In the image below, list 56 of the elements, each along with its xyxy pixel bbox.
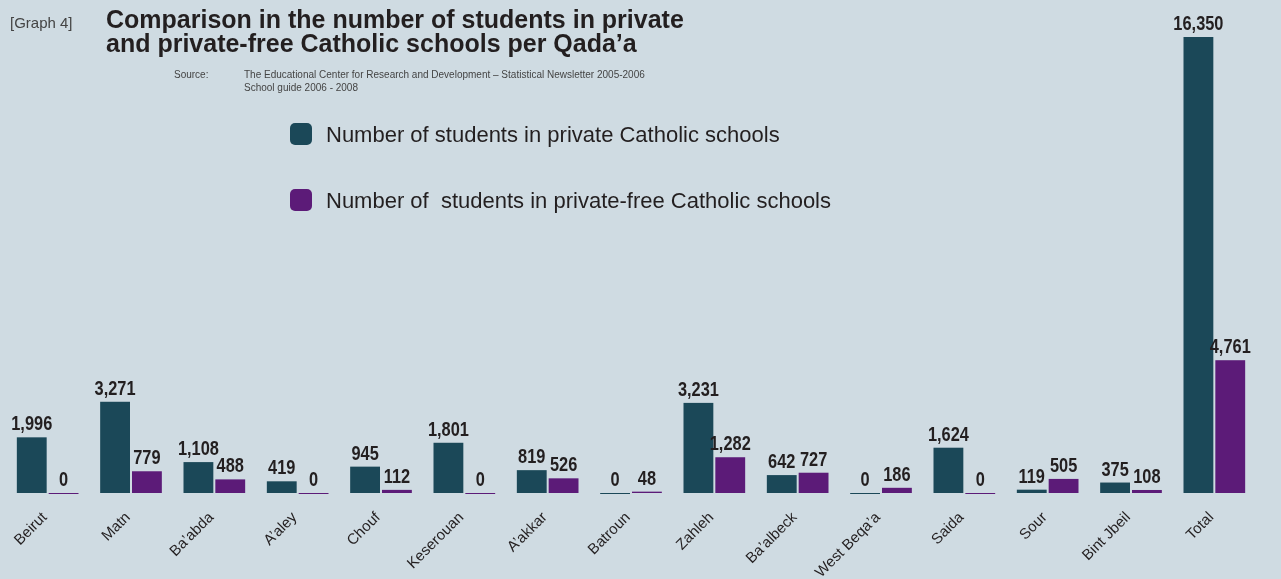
data-label: 727	[799, 446, 828, 471]
bar	[1048, 478, 1079, 493]
bar	[1016, 489, 1047, 493]
data-label: 375	[1101, 456, 1129, 480]
data-label: 3,271	[94, 375, 136, 400]
chart-title: Comparison in the number of students in private and private-free Catholic schools per Qada’a	[106, 5, 684, 57]
data-label: 488	[216, 453, 244, 477]
data-label: 779	[133, 445, 161, 469]
bar	[1100, 482, 1130, 493]
data-label: 1,108	[177, 436, 219, 460]
data-label: 945	[351, 440, 379, 465]
bar	[798, 472, 829, 493]
data-label: 505	[1049, 452, 1078, 477]
bar	[1215, 360, 1246, 493]
data-label: 48	[637, 465, 657, 490]
data-label: 0	[309, 467, 319, 491]
data-label: 108	[1133, 464, 1161, 488]
data-label: 3,231	[677, 376, 719, 401]
text: [Graph 4]	[10, 14, 73, 31]
bar	[266, 481, 297, 493]
bar	[1132, 489, 1162, 493]
bar	[16, 437, 47, 493]
bar	[132, 471, 162, 493]
bar	[350, 466, 380, 493]
data-label: 0	[475, 467, 485, 491]
bar	[433, 442, 464, 493]
data-label: 1,801	[427, 416, 469, 441]
data-label: 819	[518, 444, 546, 468]
data-label: 526	[549, 452, 578, 476]
bar	[933, 447, 964, 493]
legend-label: Number of students in private-free Catholic schools	[326, 188, 832, 213]
bar	[882, 487, 912, 493]
annotation: School guide 2006 - 2008	[244, 82, 359, 93]
data-label: 642	[768, 449, 796, 473]
bar	[548, 478, 579, 493]
bar	[215, 479, 246, 493]
bar	[715, 457, 746, 493]
annotation: The Educational Center for Research and Development – Statistical Newsletter 2005-2006	[244, 69, 646, 80]
data-label: 0	[610, 467, 620, 491]
data-label: 119	[1018, 463, 1045, 488]
data-label: 186	[883, 461, 911, 486]
data-label: 16,350	[1173, 11, 1224, 35]
bar	[516, 470, 547, 493]
legend-label: Number of students in private Catholic schools	[326, 122, 780, 147]
data-label: 1,996	[11, 411, 53, 435]
bar	[382, 489, 412, 493]
data-label: 0	[860, 467, 870, 491]
bar	[766, 475, 797, 493]
annotation: Source:	[174, 69, 209, 80]
data-label: 0	[59, 467, 69, 491]
bar	[100, 401, 130, 493]
data-label: 112	[383, 463, 411, 488]
bar	[183, 462, 214, 493]
data-label: 1,624	[927, 421, 970, 446]
data-label: 0	[975, 467, 985, 491]
data-label: 419	[268, 455, 296, 479]
